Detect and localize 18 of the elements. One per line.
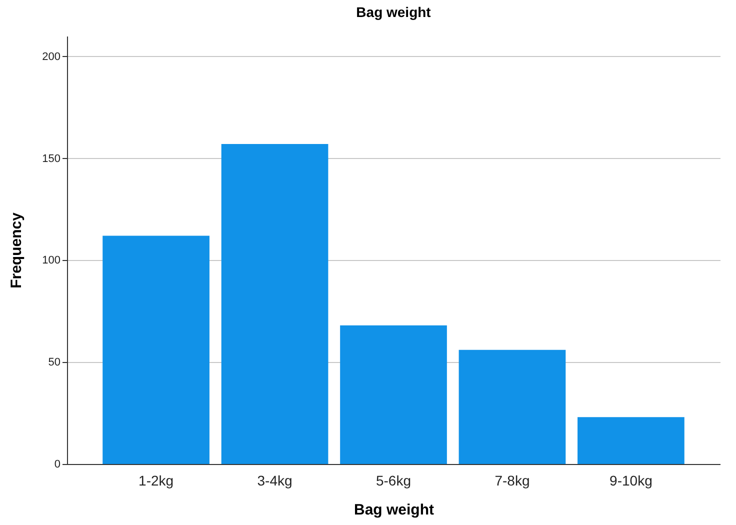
x-tick-label: 5-6kg [376,472,412,488]
y-tick-label: 50 [48,356,60,369]
x-tick-label: 3-4kg [257,472,292,488]
y-axis-title: Frequency [8,212,26,288]
y-tick-label: 100 [42,254,60,267]
x-tick-label: 9-10kg [610,472,652,488]
bar [340,325,447,464]
x-tick-label: 7-8kg [494,472,530,488]
y-tick-label: 0 [54,458,60,470]
bar [221,144,328,464]
x-tick-label: 1-2kg [138,472,174,488]
chart-title: Bag weight [356,4,432,20]
y-tick-label: 150 [42,152,60,165]
bar [578,417,684,464]
bar [102,236,210,464]
y-tick-label: 200 [42,50,60,63]
bar [458,350,566,464]
x-axis-title: Bag weight [354,502,434,518]
